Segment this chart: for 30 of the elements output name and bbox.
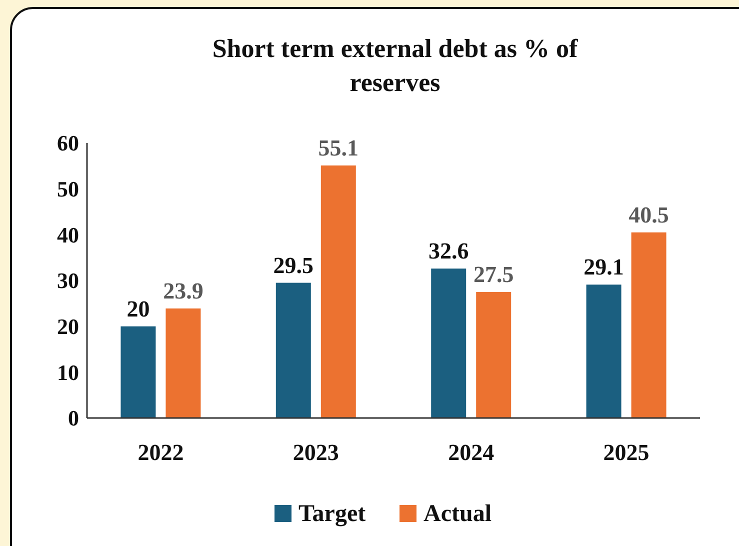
x-tick-label: 2025 [603,440,650,465]
bar [276,282,311,418]
data-label: 27.5 [473,262,514,287]
legend-label: Actual [424,501,492,527]
y-tick-label: 50 [57,176,79,202]
data-label: 29.5 [273,252,314,278]
data-label: 23.9 [163,278,204,304]
bar [586,284,622,418]
x-tick-label: 2022 [138,440,184,465]
x-tick-label: 2023 [292,440,339,465]
data-label: 32.6 [428,238,469,264]
legend-label: Target [298,501,366,527]
x-tick-label: 2024 [448,440,495,465]
y-tick-label: 30 [57,268,79,294]
data-label: 20 [126,296,150,322]
y-tick-label: 0 [68,406,79,431]
chart-title: Short term external debt as % of reserves [212,34,578,97]
bar [320,165,356,418]
bar [120,326,156,418]
bar [476,292,512,418]
data-label: 40.5 [628,202,669,228]
data-label: 29.1 [584,254,624,280]
y-tick-label: 20 [57,314,79,340]
bar [631,232,666,418]
data-label: 55.1 [318,135,359,160]
bar [166,308,201,418]
y-tick-label: 60 [57,130,79,156]
y-tick-label: 40 [57,222,79,248]
y-tick-label: 10 [57,360,79,385]
bar [431,268,466,418]
